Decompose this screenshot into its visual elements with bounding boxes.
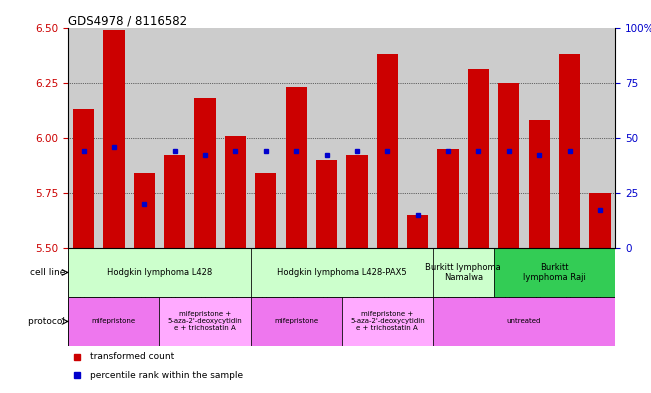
Text: transformed count: transformed count xyxy=(90,353,174,362)
Text: Hodgkin lymphoma L428-PAX5: Hodgkin lymphoma L428-PAX5 xyxy=(277,268,407,277)
Bar xyxy=(524,28,555,248)
Bar xyxy=(493,28,524,248)
Bar xyxy=(190,28,220,248)
Bar xyxy=(433,248,493,297)
Bar xyxy=(342,297,433,346)
Bar xyxy=(316,160,337,248)
Bar xyxy=(73,109,94,248)
Bar xyxy=(346,155,368,248)
Bar xyxy=(251,248,433,297)
Text: percentile rank within the sample: percentile rank within the sample xyxy=(90,371,243,380)
Text: Burkitt
lymphoma Raji: Burkitt lymphoma Raji xyxy=(523,263,586,282)
Bar xyxy=(129,28,159,248)
Bar xyxy=(251,297,342,346)
Bar xyxy=(493,248,615,297)
Bar xyxy=(529,120,550,248)
Bar xyxy=(281,28,311,248)
Bar xyxy=(159,297,251,346)
Text: mifepristone: mifepristone xyxy=(274,318,318,325)
Bar xyxy=(159,28,190,248)
Bar xyxy=(498,83,519,248)
Bar xyxy=(195,98,215,248)
Bar xyxy=(433,28,464,248)
Bar xyxy=(164,155,186,248)
Bar xyxy=(99,28,129,248)
Text: mifepristone +
5-aza-2'-deoxycytidin
e + trichostatin A: mifepristone + 5-aza-2'-deoxycytidin e +… xyxy=(168,311,242,331)
Bar xyxy=(68,248,251,297)
Bar xyxy=(585,28,615,248)
Bar xyxy=(225,136,246,248)
Bar xyxy=(407,215,428,248)
Bar xyxy=(402,28,433,248)
Text: Hodgkin lymphoma L428: Hodgkin lymphoma L428 xyxy=(107,268,212,277)
Text: Burkitt lymphoma
Namalwa: Burkitt lymphoma Namalwa xyxy=(425,263,501,282)
Bar xyxy=(559,54,580,248)
Bar xyxy=(433,297,615,346)
Text: untreated: untreated xyxy=(507,318,541,325)
Text: mifepristone: mifepristone xyxy=(92,318,136,325)
Bar xyxy=(255,173,277,248)
Bar xyxy=(104,30,124,248)
Bar xyxy=(437,149,459,248)
Bar xyxy=(468,70,489,248)
Bar xyxy=(464,28,493,248)
Bar xyxy=(372,28,402,248)
Bar xyxy=(342,28,372,248)
Bar xyxy=(133,173,155,248)
Bar xyxy=(589,193,611,248)
Bar xyxy=(68,297,159,346)
Bar xyxy=(251,28,281,248)
Text: protocol: protocol xyxy=(29,317,68,326)
Bar xyxy=(286,87,307,248)
Bar xyxy=(68,28,99,248)
Bar xyxy=(555,28,585,248)
Bar xyxy=(377,54,398,248)
Text: cell line: cell line xyxy=(30,268,68,277)
Bar xyxy=(311,28,342,248)
Bar xyxy=(220,28,251,248)
Text: GDS4978 / 8116582: GDS4978 / 8116582 xyxy=(68,15,187,28)
Text: mifepristone +
5-aza-2'-deoxycytidin
e + trichostatin A: mifepristone + 5-aza-2'-deoxycytidin e +… xyxy=(350,311,424,331)
